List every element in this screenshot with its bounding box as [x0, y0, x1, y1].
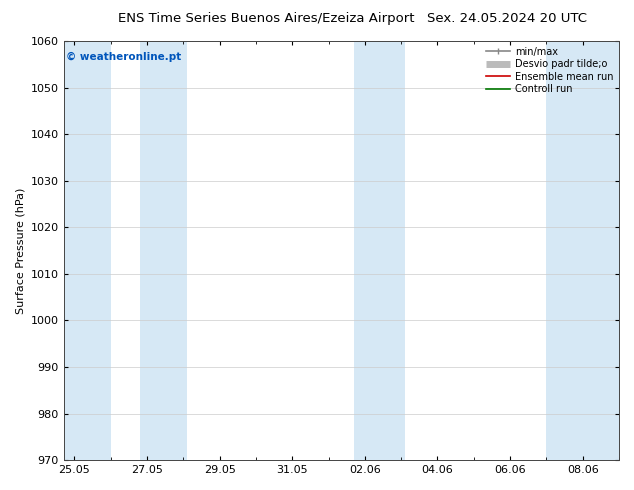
Y-axis label: Surface Pressure (hPa): Surface Pressure (hPa) — [15, 187, 25, 314]
Bar — [354, 41, 404, 460]
Text: © weatheronline.pt: © weatheronline.pt — [67, 51, 181, 62]
Legend: min/max, Desvio padr tilde;o, Ensemble mean run, Controll run: min/max, Desvio padr tilde;o, Ensemble m… — [484, 46, 614, 95]
Text: Sex. 24.05.2024 20 UTC: Sex. 24.05.2024 20 UTC — [427, 12, 587, 25]
Bar — [63, 41, 111, 460]
Bar — [139, 41, 187, 460]
Text: ENS Time Series Buenos Aires/Ezeiza Airport: ENS Time Series Buenos Aires/Ezeiza Airp… — [118, 12, 415, 25]
Bar — [547, 41, 619, 460]
